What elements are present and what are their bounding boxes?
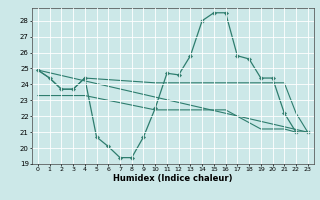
X-axis label: Humidex (Indice chaleur): Humidex (Indice chaleur)	[113, 174, 233, 183]
